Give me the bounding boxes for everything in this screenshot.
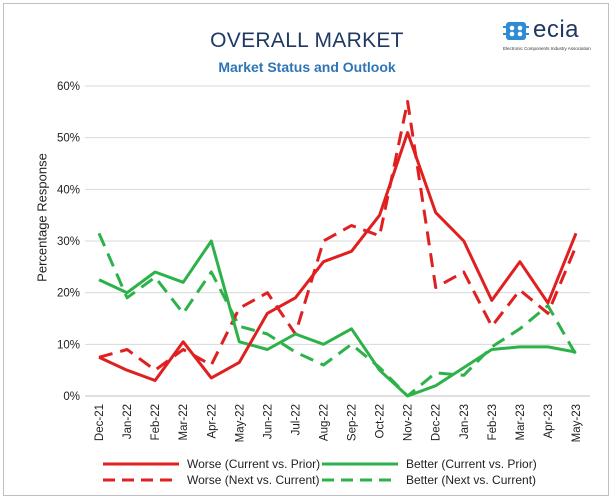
series-line-better-next-vs-current xyxy=(97,232,578,398)
x-tick-label: Dec-21 xyxy=(94,404,106,441)
y-tick-label: 40% xyxy=(57,184,80,196)
legend-label: Worse (Current vs. Prior) xyxy=(187,457,321,471)
series-line-worse-current-vs-prior xyxy=(98,131,578,382)
y-tick-label: 50% xyxy=(57,133,80,145)
legend-label: Better (Next vs. Current) xyxy=(406,473,537,487)
chart-subtitle: Market Status and Outlook xyxy=(218,59,396,75)
x-tick-label: Sep-22 xyxy=(347,404,359,441)
x-tick-label: Aug-22 xyxy=(318,404,330,441)
y-tick-label: 20% xyxy=(57,288,80,300)
ecia-logo: ecia Electronic Components Industry Asso… xyxy=(503,16,603,58)
legend-label: Worse (Next vs. Current) xyxy=(187,473,320,487)
series-line-worse-next-vs-current xyxy=(98,100,578,372)
ecia-logo-tagline: Electronic Components Industry Associati… xyxy=(503,46,591,51)
x-tick-label: May-22 xyxy=(234,404,246,442)
chart-frame xyxy=(3,3,609,496)
x-tick-label: Apr-23 xyxy=(543,404,555,439)
x-tick-label: Mar-23 xyxy=(515,404,527,440)
y-tick-label: 60% xyxy=(57,81,80,93)
x-tick-label: Apr-22 xyxy=(206,404,218,439)
x-tick-label: Jan-23 xyxy=(459,404,471,439)
legend-item-better-current: Better (Current vs. Prior) xyxy=(322,457,537,471)
x-tick-label: Jun-22 xyxy=(262,404,274,439)
x-tick-label: May-23 xyxy=(571,404,583,442)
legend-item-worse-next: Worse (Next vs. Current) xyxy=(103,473,319,487)
legend-item-better-next: Better (Next vs. Current) xyxy=(322,473,536,487)
series-line-better-current-vs-prior xyxy=(98,239,577,398)
x-tick-label: Oct-22 xyxy=(375,404,387,439)
y-tick-label: 0% xyxy=(63,391,80,403)
x-tick-label: Feb-22 xyxy=(150,404,162,440)
x-tick-label: Dec-22 xyxy=(431,404,443,441)
chart-title: OVERALL MARKET xyxy=(210,29,404,52)
x-tick-label: Feb-23 xyxy=(487,404,499,440)
ecia-logo-text: ecia xyxy=(533,16,580,43)
x-tick-label: Jul-22 xyxy=(290,404,302,435)
legend-item-worse-current: Worse (Current vs. Prior) xyxy=(103,457,320,471)
x-tick-label: Jan-22 xyxy=(122,404,134,439)
x-tick-label: Nov-22 xyxy=(403,404,415,441)
x-tick-label: Mar-22 xyxy=(178,404,190,440)
y-tick-label: 10% xyxy=(57,339,80,351)
legend-label: Better (Current vs. Prior) xyxy=(406,457,537,471)
y-tick-label: 30% xyxy=(57,236,80,248)
ecia-chip-icon xyxy=(503,22,529,40)
